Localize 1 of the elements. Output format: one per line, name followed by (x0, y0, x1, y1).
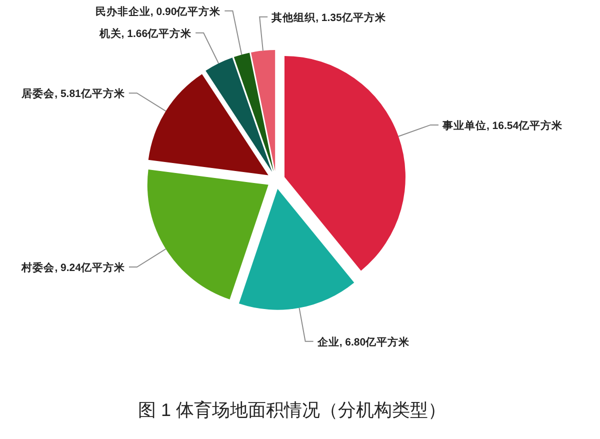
title: 图 1 体育场地面积情况（分机构类型） (138, 400, 446, 420)
